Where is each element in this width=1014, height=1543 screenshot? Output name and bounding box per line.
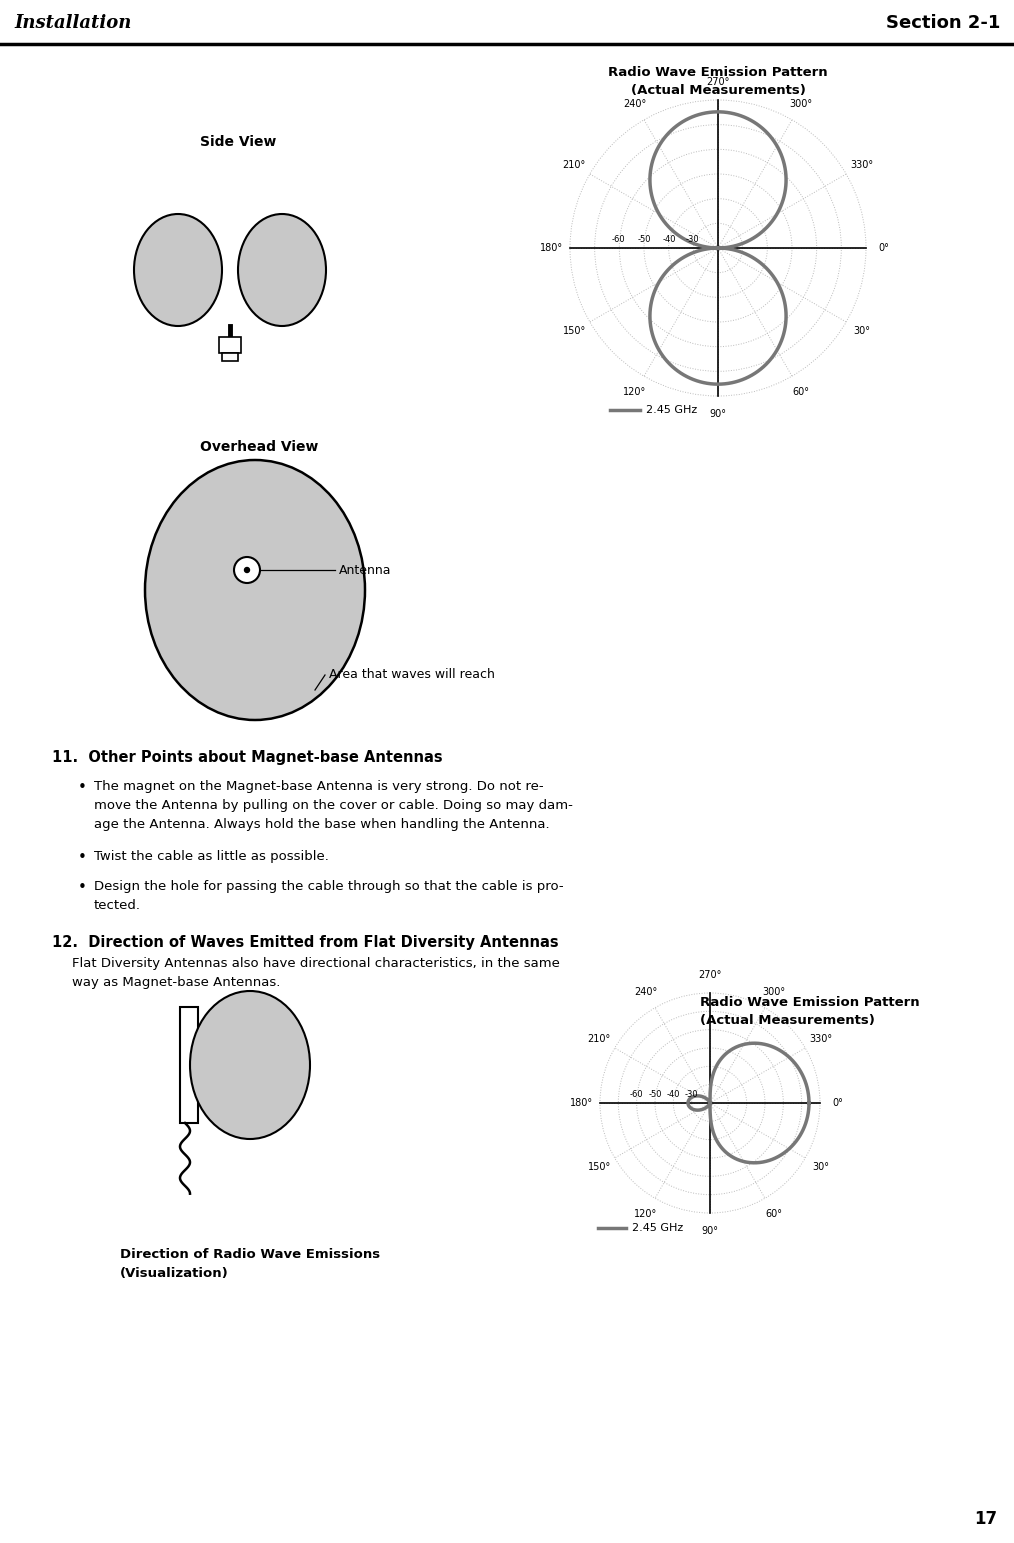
Text: (Actual Measurements): (Actual Measurements) (631, 83, 805, 97)
Text: (Actual Measurements): (Actual Measurements) (700, 1014, 875, 1028)
Text: 240°: 240° (635, 988, 658, 997)
Text: Radio Wave Emission Pattern: Radio Wave Emission Pattern (700, 995, 920, 1009)
Text: 300°: 300° (790, 99, 812, 110)
Text: 210°: 210° (563, 160, 586, 170)
Text: •: • (77, 850, 86, 866)
Text: 150°: 150° (563, 326, 586, 336)
Text: 330°: 330° (850, 160, 873, 170)
Text: -30: -30 (686, 235, 700, 244)
Text: Side View: Side View (200, 134, 277, 150)
Text: Section 2-1: Section 2-1 (885, 14, 1000, 32)
Text: 120°: 120° (635, 1208, 658, 1219)
Text: 12.  Direction of Waves Emitted from Flat Diversity Antennas: 12. Direction of Waves Emitted from Flat… (52, 935, 559, 950)
Text: 330°: 330° (809, 1034, 832, 1045)
Text: 0°: 0° (832, 1099, 844, 1108)
Text: Radio Wave Emission Pattern: Radio Wave Emission Pattern (608, 66, 827, 79)
Text: 30°: 30° (853, 326, 870, 336)
Text: 180°: 180° (540, 242, 564, 253)
Text: tected.: tected. (94, 900, 141, 912)
FancyBboxPatch shape (180, 1008, 198, 1123)
Text: 2.45 GHz: 2.45 GHz (632, 1224, 683, 1233)
Text: 0°: 0° (878, 242, 889, 253)
Ellipse shape (134, 214, 222, 326)
FancyBboxPatch shape (219, 336, 241, 353)
Text: 270°: 270° (699, 971, 722, 980)
Text: 120°: 120° (624, 387, 647, 397)
Text: •: • (77, 781, 86, 795)
Text: 90°: 90° (710, 409, 726, 420)
Text: 210°: 210° (587, 1034, 610, 1045)
Text: Flat Diversity Antennas also have directional characteristics, in the same: Flat Diversity Antennas also have direct… (72, 957, 560, 971)
Text: 17: 17 (973, 1511, 997, 1528)
Text: 180°: 180° (571, 1099, 593, 1108)
Text: Overhead View: Overhead View (200, 440, 318, 454)
Text: 90°: 90° (702, 1227, 719, 1236)
Text: 270°: 270° (707, 77, 730, 86)
Text: (Visualization): (Visualization) (120, 1267, 229, 1281)
Text: 2.45 GHz: 2.45 GHz (646, 404, 698, 415)
Text: move the Antenna by pulling on the cover or cable. Doing so may dam-: move the Antenna by pulling on the cover… (94, 799, 573, 812)
Text: 30°: 30° (812, 1162, 829, 1173)
Text: -30: -30 (684, 1089, 698, 1099)
Text: way as Magnet-base Antennas.: way as Magnet-base Antennas. (72, 977, 281, 989)
Text: Area that waves will reach: Area that waves will reach (329, 668, 495, 682)
Text: Twist the cable as little as possible.: Twist the cable as little as possible. (94, 850, 329, 863)
Text: 150°: 150° (587, 1162, 610, 1173)
FancyBboxPatch shape (222, 353, 238, 361)
Text: -50: -50 (637, 235, 651, 244)
Ellipse shape (145, 460, 365, 721)
Text: The magnet on the Magnet-base Antenna is very strong. Do not re-: The magnet on the Magnet-base Antenna is… (94, 781, 544, 793)
Text: Antenna: Antenna (339, 563, 391, 577)
Ellipse shape (238, 214, 325, 326)
Text: 60°: 60° (766, 1208, 783, 1219)
Text: Direction of Radio Wave Emissions: Direction of Radio Wave Emissions (120, 1248, 380, 1261)
Circle shape (234, 557, 260, 583)
Text: Design the hole for passing the cable through so that the cable is pro-: Design the hole for passing the cable th… (94, 880, 564, 893)
Text: -50: -50 (648, 1089, 662, 1099)
Text: -60: -60 (630, 1089, 643, 1099)
Text: •: • (77, 880, 86, 895)
Text: 240°: 240° (624, 99, 647, 110)
Text: -60: -60 (612, 235, 626, 244)
Text: age the Antenna. Always hold the base when handling the Antenna.: age the Antenna. Always hold the base wh… (94, 818, 550, 832)
Circle shape (244, 568, 249, 572)
Text: 11.  Other Points about Magnet-base Antennas: 11. Other Points about Magnet-base Anten… (52, 750, 443, 765)
Text: Installation: Installation (14, 14, 132, 32)
Text: 60°: 60° (793, 387, 809, 397)
Text: 300°: 300° (763, 988, 786, 997)
Ellipse shape (190, 991, 310, 1139)
Text: -40: -40 (667, 1089, 680, 1099)
Text: -40: -40 (662, 235, 676, 244)
